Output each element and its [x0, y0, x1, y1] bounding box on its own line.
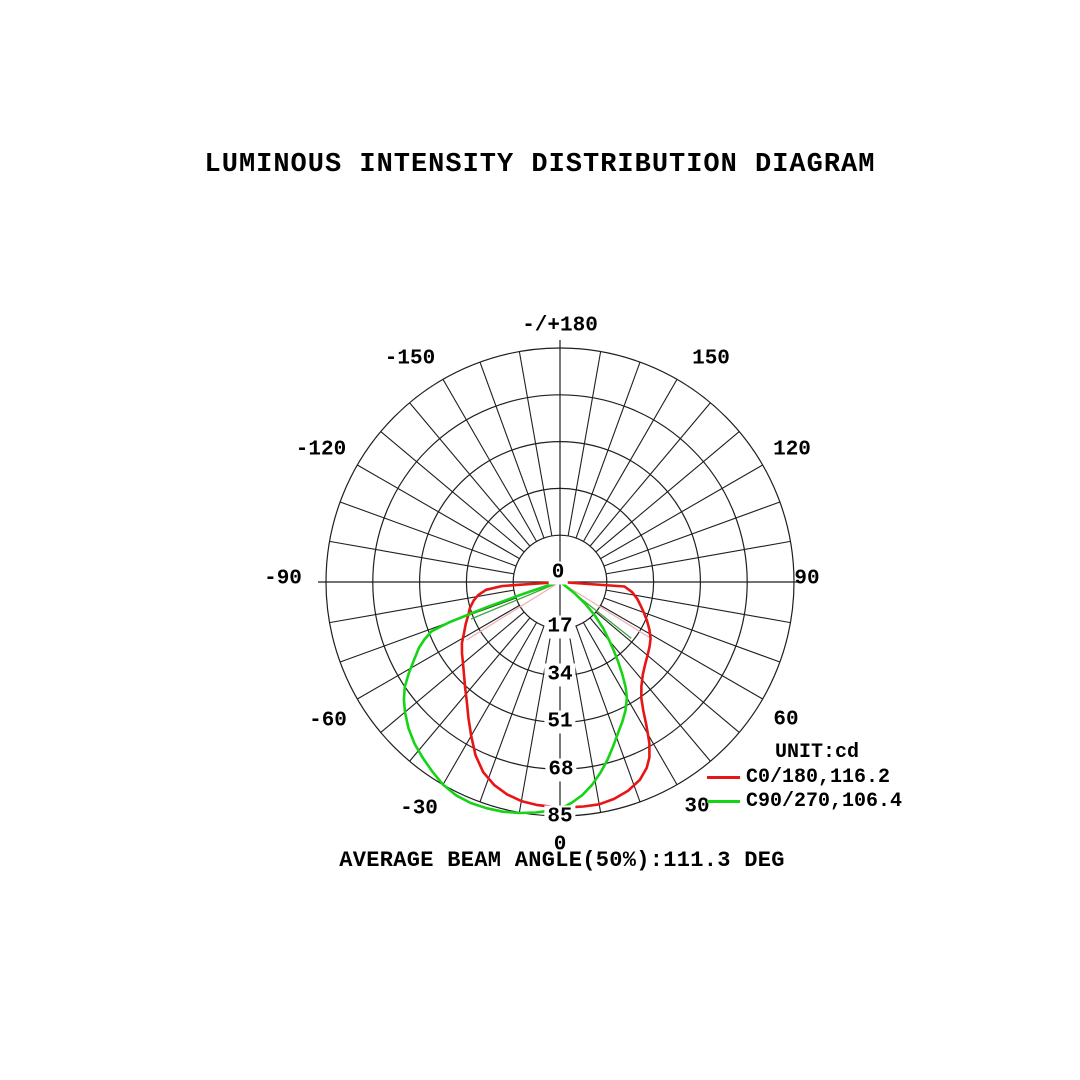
grid-spoke-50	[595, 611, 740, 733]
grid-spoke-250	[339, 501, 517, 567]
legend-swatch-green-line	[707, 800, 740, 803]
grid-spoke-330	[442, 622, 538, 785]
grid-spoke-200	[479, 361, 545, 539]
grid-spoke-350	[518, 627, 553, 813]
grid-spoke-230	[380, 431, 525, 553]
beam-ray-c0-180	[466, 581, 561, 641]
grid-spoke-320	[409, 617, 531, 762]
grid-spoke-240	[357, 464, 520, 560]
grid-spoke-30	[582, 622, 678, 785]
grid-spoke-340	[479, 625, 545, 803]
legend-unit-label: UNIT:cd	[775, 741, 860, 764]
grid-spoke-70	[603, 597, 781, 663]
grid-spoke-210	[442, 379, 538, 542]
grid-spoke-300	[357, 604, 520, 700]
beam-ray-c0-180	[559, 581, 652, 640]
chart-title: LUMINOUS INTENSITY DISTRIBUTION DIAGRAM	[204, 150, 876, 180]
grid-spoke-100	[605, 540, 791, 575]
grid-spoke-10	[567, 627, 602, 813]
legend-label-c0-180: C0/180,116.2	[746, 766, 891, 789]
grid-spoke-60	[600, 604, 763, 700]
grid-spoke-260	[329, 540, 515, 575]
grid-spoke-130	[595, 431, 740, 553]
grid-spoke-310	[380, 611, 525, 733]
grid-spoke-280	[329, 589, 515, 624]
grid-spoke-20	[575, 625, 641, 803]
curve-c90-270	[402, 580, 629, 815]
beam-ray-c90-270	[470, 581, 561, 620]
legend-entry-c90-270: C90/270,106.4	[707, 790, 902, 813]
grid-spoke-110	[603, 501, 781, 567]
grid-spoke-120	[600, 464, 763, 560]
grid-spoke-170	[567, 351, 602, 537]
curve-c0-180	[460, 580, 652, 809]
legend-swatch-red-line	[707, 776, 740, 779]
beam-angle-caption: AVERAGE BEAM ANGLE(50%):111.3 DEG	[339, 848, 785, 873]
legend-entry-c0-180: C0/180,116.2	[707, 766, 890, 789]
grid-spoke-80	[605, 589, 791, 624]
legend-label-c90-270: C90/270,106.4	[746, 790, 903, 813]
grid-spoke-290	[339, 597, 517, 663]
grid-spoke-220	[409, 402, 531, 547]
grid-spoke-160	[575, 361, 641, 539]
grid-spoke-140	[589, 402, 711, 547]
grid-spoke-190	[518, 351, 553, 537]
grid-spoke-150	[582, 379, 678, 542]
